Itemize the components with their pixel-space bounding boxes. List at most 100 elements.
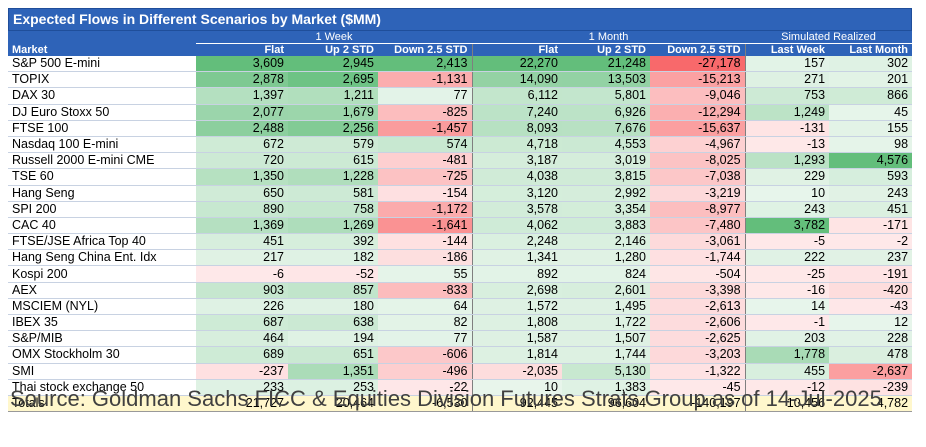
value-cell: 157 [744,56,830,73]
table-row: S&P 500 E-mini 3,609 2,945 2,413 22,270 21,24… [8,56,913,73]
value-cell: -154 [378,185,472,202]
value-cell: 1,351 [288,363,378,380]
market-name: Hang Seng [8,185,196,202]
value-cell: 720 [196,152,288,170]
value-cell: 13,503 [562,71,650,89]
market-name: TOPIX [8,71,196,89]
value-cell: 64 [378,298,472,316]
value-cell: -3,203 [650,346,746,364]
value-cell: 3,354 [562,201,650,218]
value-cell: -22 [378,379,472,396]
market-name: MSCIEM (NYL) [8,298,196,316]
value-cell: 1,744 [562,346,650,364]
value-cell: 237 [829,249,913,267]
value-cell: 753 [744,87,830,105]
value-cell: -186 [378,249,472,267]
market-name: AEX [8,282,196,299]
value-cell: 7,240 [471,104,562,121]
value-cell: 229 [744,168,830,186]
table-row: Nasdaq 100 E-mini 672 579 574 4,718 4,553 -4,9… [8,136,913,154]
value-cell: 2,146 [562,233,650,251]
value-cell: 1,587 [471,330,562,348]
totals-label: Totals [8,394,196,413]
column-header: Up 2 STD [562,43,650,56]
value-cell: 1,778 [744,346,830,364]
table-row: FTSE 100 2,488 2,256 -1,457 8,093 7,676 -15,63… [8,120,913,137]
column-header: Last Week [744,43,830,56]
value-cell: 217 [196,249,288,267]
value-cell: 4,576 [829,152,913,170]
value-cell: 10 [744,185,830,202]
value-cell: 574 [378,136,472,154]
value-cell: 201 [829,71,913,89]
value-cell: 14 [744,298,830,316]
value-cell: 455 [744,363,830,380]
value-cell: -8,025 [650,152,746,170]
flows-table: 1 Week 1 Month Simulated Realized Market… [8,31,913,413]
column-header: Down 2.5 STD [650,43,746,56]
value-cell: -1,457 [378,120,472,137]
market-name: SMI [8,363,196,380]
column-header: Up 2 STD [288,43,378,56]
value-cell: -7,480 [650,217,746,235]
table-row: Kospi 200 -6 -52 55 892 824 -504 -25 -191 [8,265,913,283]
value-cell: -12,294 [650,104,746,121]
value-cell: 687 [196,314,288,332]
value-cell: 689 [196,346,288,364]
totals-value-cell: 92,445 [471,394,562,413]
value-cell: 3,609 [196,56,288,73]
value-cell: 581 [288,185,378,202]
value-cell: 903 [196,282,288,299]
totals-value-cell: -6,530 [378,394,472,413]
value-cell: -2,606 [650,314,746,332]
value-cell: 890 [196,201,288,218]
value-cell: 271 [744,71,830,89]
value-cell: 2,077 [196,104,288,121]
value-cell: -239 [829,379,913,396]
value-cell: 2,878 [196,71,288,89]
value-cell: 1,722 [562,314,650,332]
table-row: DAX 30 1,397 1,211 77 6,112 5,801 -9,046 753 866 [8,87,913,105]
value-cell: 203 [744,330,830,348]
value-cell: -45 [650,379,746,396]
market-name: FTSE/JSE Africa Top 40 [8,233,196,251]
market-name: FTSE 100 [8,120,196,137]
value-cell: 1,369 [196,217,288,235]
value-cell: 98 [829,136,913,154]
value-cell: 1,228 [288,168,378,186]
value-cell: 464 [196,330,288,348]
value-cell: -144 [378,233,472,251]
value-cell: -2,035 [471,363,562,380]
totals-row: Totals 21,727 20,464 -6,530 92,445 96,604 -140… [8,394,913,413]
value-cell: 1,808 [471,314,562,332]
value-cell: 182 [288,249,378,267]
group-header-1-month: 1 Month [472,31,746,44]
value-cell: -1,172 [378,201,472,218]
value-cell: -825 [378,104,472,121]
value-cell: 6,112 [471,87,562,105]
value-cell: 2,413 [378,56,472,73]
column-header: Flat [471,43,562,56]
totals-value-cell: -140,197 [650,394,746,413]
value-cell: 1,293 [744,152,830,170]
market-name: SPI 200 [8,201,196,218]
value-cell: 758 [288,201,378,218]
value-cell: 2,248 [471,233,562,251]
value-cell: 12 [829,314,913,332]
value-cell: -171 [829,217,913,235]
value-cell: 2,698 [471,282,562,299]
value-cell: 1,397 [196,87,288,105]
value-cell: 866 [829,87,913,105]
value-cell: 228 [829,330,913,348]
value-cell: 451 [196,233,288,251]
table-row: CAC 40 1,369 1,269 -1,641 4,062 3,883 -7,480 3,… [8,217,913,235]
value-cell: 1,280 [562,249,650,267]
table-row: Russell 2000 E-mini CME 720 615 -481 3,187 3,… [8,152,913,170]
value-cell: 593 [829,168,913,186]
value-cell: -15,637 [650,120,746,137]
value-cell: 1,814 [471,346,562,364]
table-row: Hang Seng 650 581 -154 3,120 2,992 -3,219 10 243 [8,185,913,202]
table-row: FTSE/JSE Africa Top 40 451 392 -144 2,248 2,1… [8,233,913,251]
market-name: S&P/MIB [8,330,196,348]
value-cell: 3,120 [471,185,562,202]
